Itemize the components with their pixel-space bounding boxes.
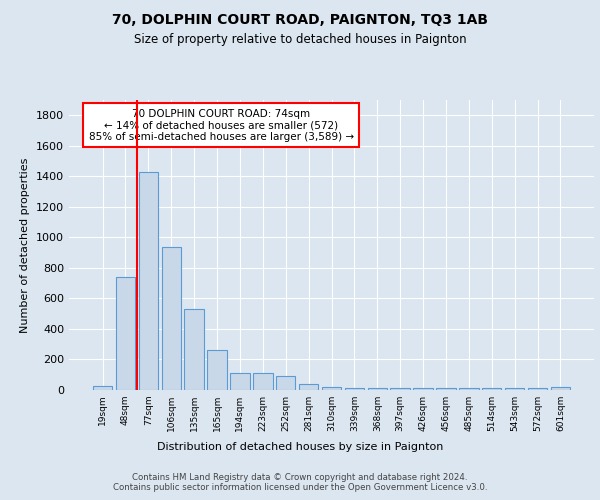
Bar <box>482 388 502 390</box>
Bar <box>344 388 364 390</box>
Bar <box>116 277 135 390</box>
Bar <box>551 388 570 390</box>
Bar <box>230 373 250 390</box>
Bar <box>322 386 341 390</box>
Text: 70 DOLPHIN COURT ROAD: 74sqm
← 14% of detached houses are smaller (572)
85% of s: 70 DOLPHIN COURT ROAD: 74sqm ← 14% of de… <box>89 108 354 142</box>
Bar <box>253 373 272 390</box>
Bar <box>299 384 319 390</box>
Bar <box>436 388 455 390</box>
Bar <box>505 388 524 390</box>
Bar <box>413 388 433 390</box>
Bar <box>208 350 227 390</box>
Text: Contains HM Land Registry data © Crown copyright and database right 2024.
Contai: Contains HM Land Registry data © Crown c… <box>113 472 487 492</box>
Y-axis label: Number of detached properties: Number of detached properties <box>20 158 31 332</box>
Text: 70, DOLPHIN COURT ROAD, PAIGNTON, TQ3 1AB: 70, DOLPHIN COURT ROAD, PAIGNTON, TQ3 1A… <box>112 12 488 26</box>
Bar <box>368 388 387 390</box>
Bar <box>93 386 112 390</box>
Bar <box>276 376 295 390</box>
Text: Size of property relative to detached houses in Paignton: Size of property relative to detached ho… <box>134 32 466 46</box>
Bar <box>459 388 479 390</box>
Bar <box>391 388 410 390</box>
Bar <box>528 388 547 390</box>
Bar <box>161 248 181 390</box>
Bar <box>184 309 204 390</box>
Bar <box>139 172 158 390</box>
Text: Distribution of detached houses by size in Paignton: Distribution of detached houses by size … <box>157 442 443 452</box>
